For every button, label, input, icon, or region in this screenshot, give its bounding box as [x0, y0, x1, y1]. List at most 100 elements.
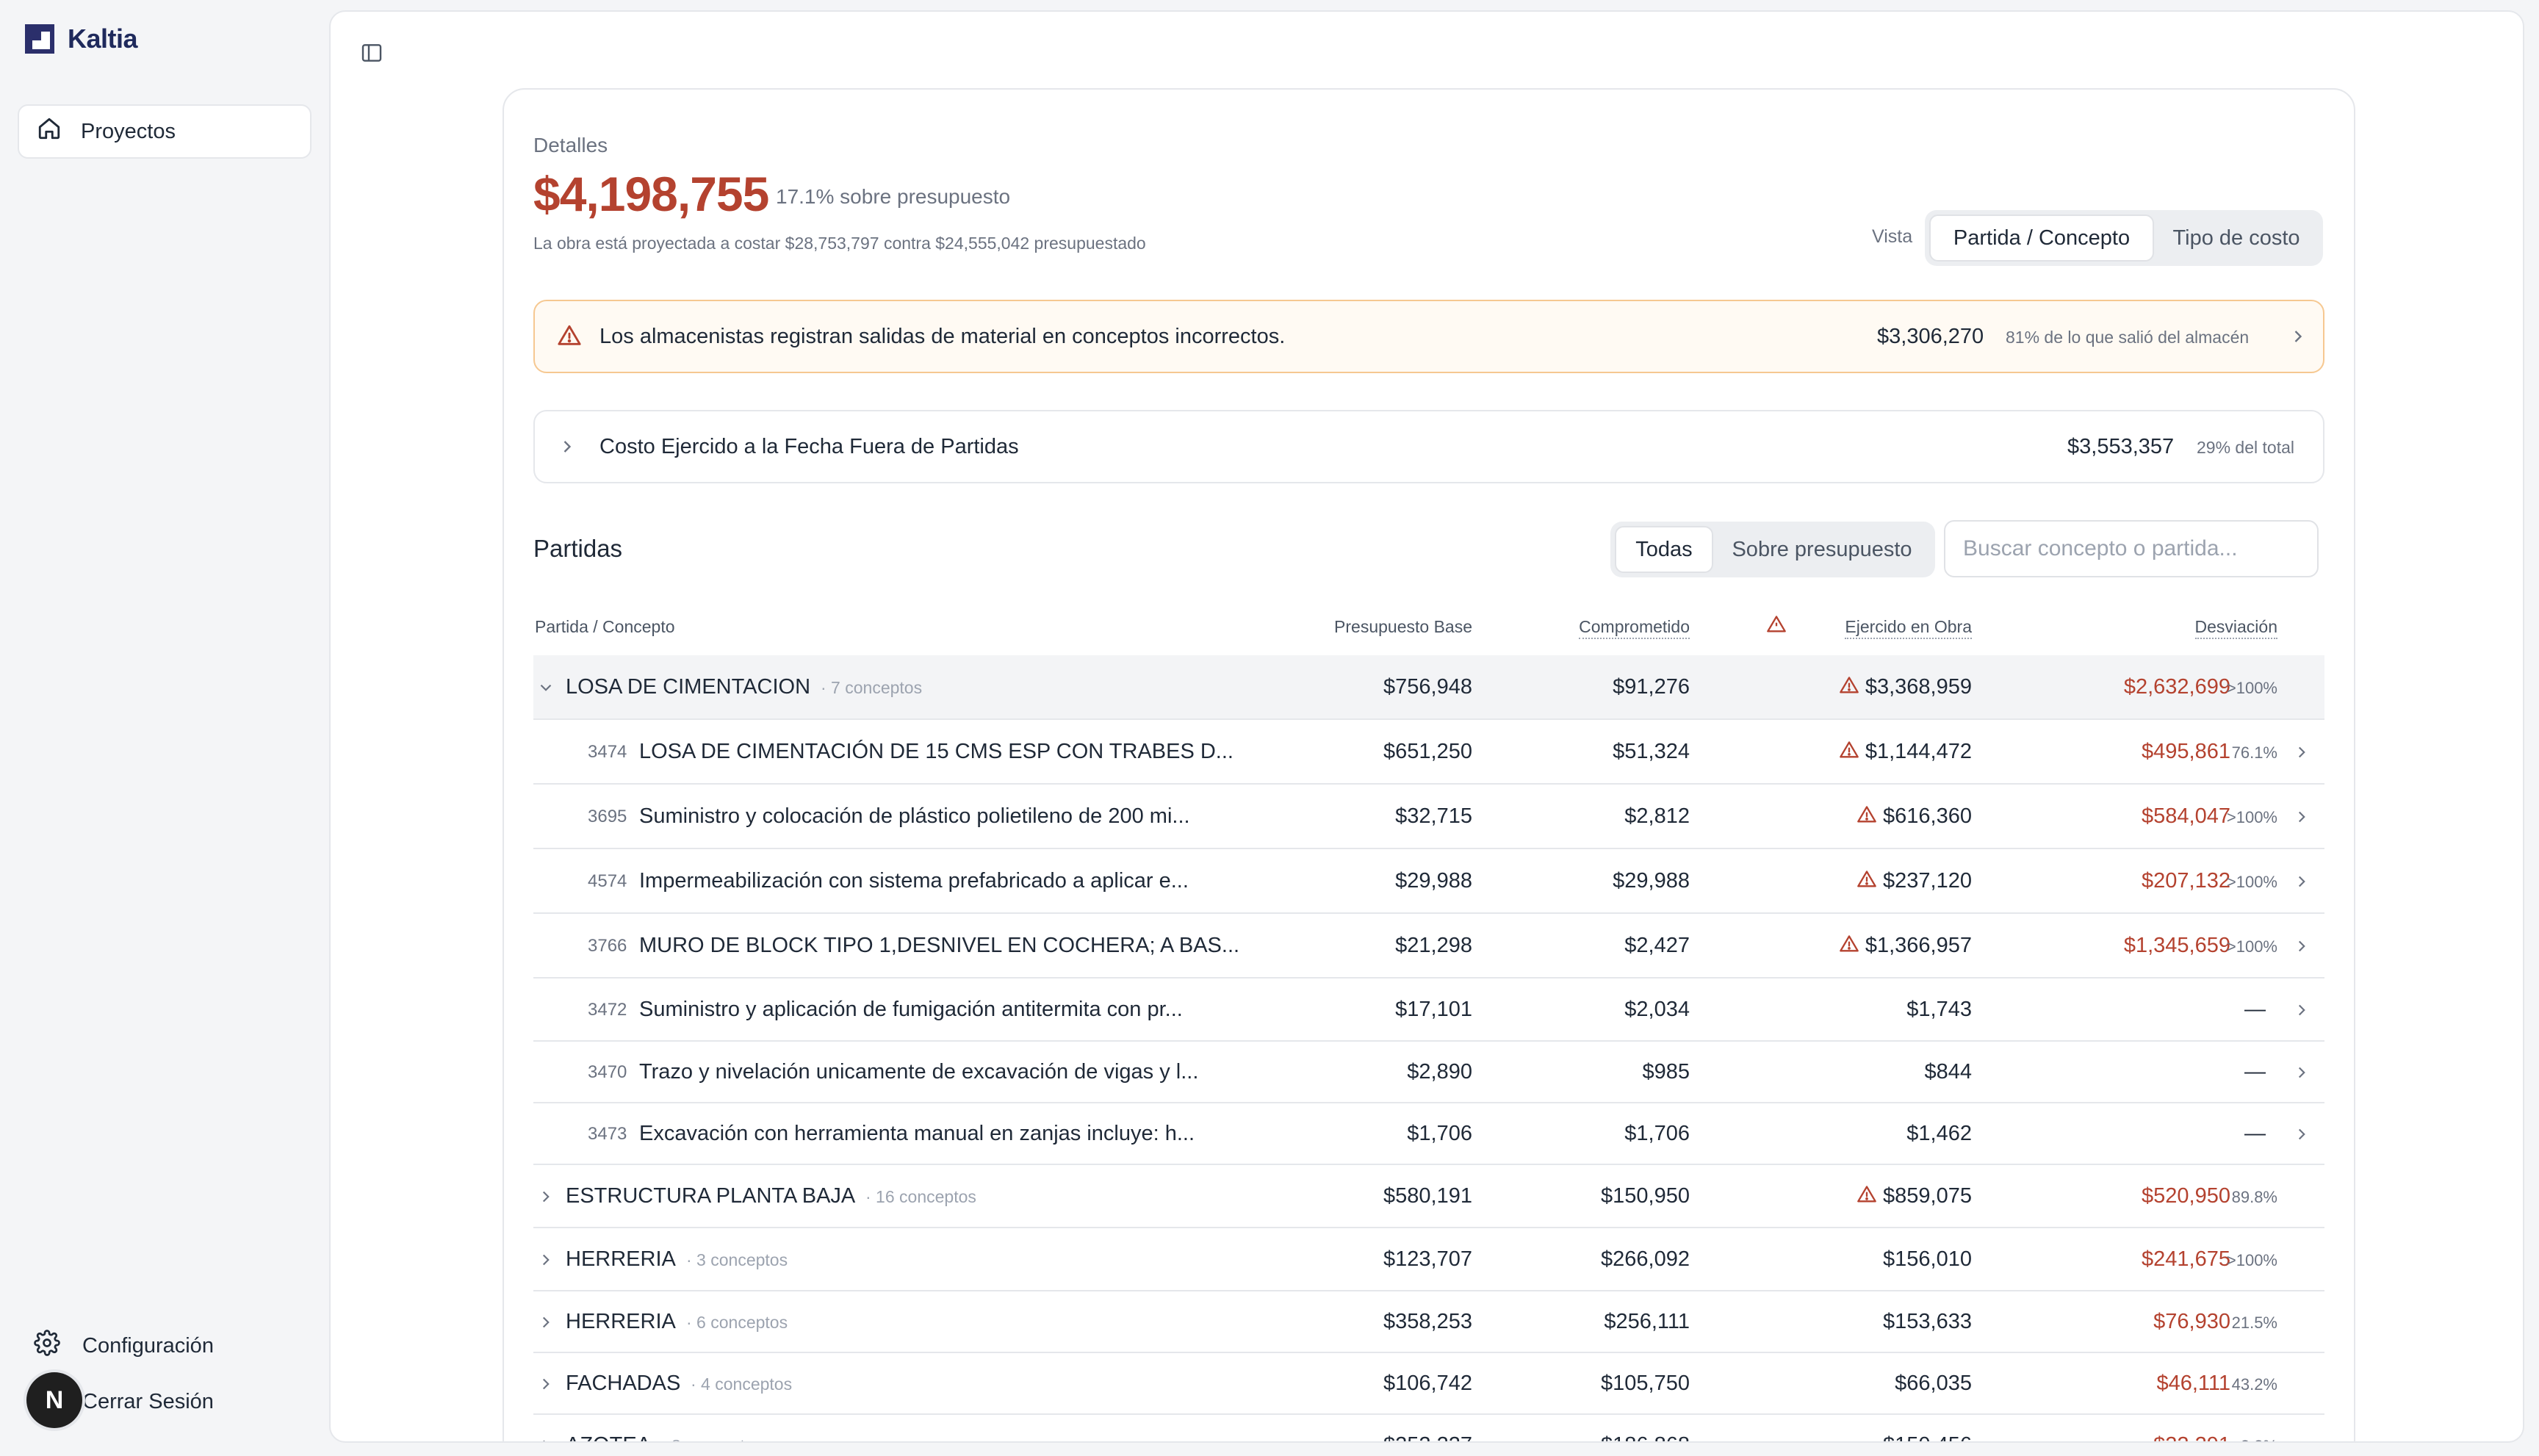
warning-triangle-icon	[1856, 804, 1877, 831]
deviation-value: —	[2244, 1060, 2266, 1084]
col-deviation[interactable]: Desviación	[2194, 617, 2277, 639]
col-concept[interactable]: Partida / Concepto	[535, 617, 675, 636]
sidebar: Kaltia Proyectos Configuración Cerrar Se…	[0, 0, 328, 1456]
deviation-value: $1,345,659	[2123, 934, 2230, 957]
view-option-partida-concepto[interactable]: Partida / Concepto	[1929, 215, 2154, 262]
group-row[interactable]: LOSA DE CIMENTACION · 7 conceptos $756,948…	[533, 655, 2324, 720]
group-row[interactable]: ESTRUCTURA PLANTA BAJA · 16 conceptos $580…	[533, 1165, 2324, 1228]
brand[interactable]: Kaltia	[25, 22, 138, 56]
settings-link[interactable]: Configuración	[34, 1330, 214, 1362]
search-input[interactable]	[1944, 520, 2319, 577]
warning-triangle-icon	[1839, 934, 1859, 960]
table-row[interactable]: 4574 Impermeabilización con sistema prefa…	[533, 849, 2324, 914]
warning-triangle-icon	[1767, 616, 1786, 633]
sidebar-item-label: Proyectos	[81, 119, 176, 143]
group-row[interactable]: FACHADAS · 4 conceptos $106,742 $105,750 $66…	[533, 1353, 2324, 1415]
table-row[interactable]: 3470 Trazo y nivelación unicamente de exc…	[533, 1042, 2324, 1103]
group-name: LOSA DE CIMENTACION	[566, 675, 811, 699]
alert-banner[interactable]: Los almacenistas registran salidas de ma…	[533, 300, 2324, 373]
view-toggle: Partida / Concepto Tipo de costo	[1925, 210, 2323, 266]
executed-value: $616,360	[1856, 804, 1972, 831]
col-committed[interactable]: Comprometido	[1579, 617, 1690, 639]
chevron-right-icon	[2288, 326, 2308, 350]
table-header: Partida / Concepto Presupuesto Base Comp…	[533, 597, 2324, 657]
base-value: $29,988	[1395, 869, 1472, 893]
base-value: $358,253	[1383, 1310, 1472, 1333]
projection-text: La obra está proyectada a costar $28,753…	[533, 234, 1146, 253]
group-count: · 16 conceptos	[865, 1187, 976, 1206]
deviation-value: $207,132	[2142, 869, 2230, 893]
group-row[interactable]: HERRERIA · 6 conceptos $358,253 $256,111 $15…	[533, 1291, 2324, 1353]
committed-value: $2,427	[1624, 934, 1690, 957]
filter-todas[interactable]: Todas	[1615, 526, 1713, 573]
warning-triangle-icon	[1856, 1184, 1877, 1211]
chevron-right-icon[interactable]	[536, 1436, 555, 1441]
chevron-right-icon[interactable]	[536, 1250, 555, 1273]
executed-value: $156,010	[1883, 1247, 1972, 1271]
chevron-right-icon[interactable]	[2292, 1125, 2311, 1147]
concept-code: 3766	[588, 936, 627, 956]
alert-amount: $3,306,270	[1877, 325, 1984, 348]
committed-value: $150,950	[1601, 1184, 1690, 1208]
chevron-right-icon[interactable]	[536, 1313, 555, 1336]
deviation-value: $76,930	[2153, 1310, 2230, 1333]
chevron-right-icon[interactable]	[536, 1187, 555, 1210]
outside-cost-row[interactable]: Costo Ejercido a la Fecha Fuera de Parti…	[533, 410, 2324, 483]
gear-icon	[34, 1330, 60, 1362]
concept-code: 3472	[588, 1000, 627, 1020]
group-count: · 8 conceptos	[661, 1436, 763, 1441]
view-option-tipo-costo[interactable]: Tipo de costo	[2172, 226, 2300, 250]
executed-value: $66,035	[1895, 1372, 1972, 1395]
base-value: $651,250	[1383, 740, 1472, 763]
outside-cost-amount: $3,553,357	[2067, 435, 2175, 458]
table-row[interactable]: 3766 MURO DE BLOCK TIPO 1,DESNIVEL EN COC…	[533, 914, 2324, 979]
base-value: $21,298	[1395, 934, 1472, 957]
chevron-right-icon[interactable]	[2292, 1001, 2311, 1023]
kaltia-logo-icon	[25, 24, 54, 54]
brand-name: Kaltia	[68, 24, 138, 54]
deviation-pct: >100%	[2226, 808, 2277, 826]
group-count: · 6 conceptos	[686, 1313, 788, 1332]
base-value: $2,890	[1407, 1060, 1472, 1084]
sidebar-item-proyectos[interactable]: Proyectos	[18, 104, 311, 159]
table-row[interactable]: 3474 LOSA DE CIMENTACIÓN DE 15 CMS ESP CO…	[533, 720, 2324, 785]
warning-triangle-icon	[557, 323, 582, 352]
alert-message: Los almacenistas registran salidas de ma…	[599, 325, 1286, 348]
chevron-right-icon[interactable]	[2292, 872, 2311, 895]
sidebar-toggle-icon[interactable]	[360, 41, 383, 68]
committed-value: $51,324	[1613, 740, 1690, 763]
chevron-down-icon[interactable]	[536, 678, 555, 701]
deviation-pct: 89.8%	[2231, 1188, 2277, 1206]
chevron-right-icon[interactable]	[2292, 807, 2311, 830]
chevron-right-icon[interactable]	[2292, 1063, 2311, 1086]
table-row[interactable]: 3473 Excavación con herramienta manual en…	[533, 1103, 2324, 1165]
partidas-title: Partidas	[533, 535, 623, 562]
avatar[interactable]: N	[26, 1372, 82, 1428]
base-value: $252,227	[1383, 1433, 1472, 1441]
deviation-pct: >100%	[2226, 679, 2277, 697]
chevron-right-icon[interactable]	[536, 1374, 555, 1397]
chevron-right-icon[interactable]	[2292, 743, 2311, 765]
base-value: $123,707	[1383, 1247, 1472, 1271]
executed-value: $150,456	[1883, 1433, 1972, 1441]
concept-code: 4574	[588, 871, 627, 891]
chevron-right-icon[interactable]	[2292, 937, 2311, 959]
concept-name: MURO DE BLOCK TIPO 1,DESNIVEL EN COCHERA…	[639, 934, 1240, 957]
concept-code: 3473	[588, 1124, 627, 1144]
outside-cost-note: 29% del total	[2197, 438, 2294, 457]
warning-triangle-icon	[1839, 675, 1859, 702]
group-name: HERRERIA	[566, 1310, 676, 1333]
logout-link[interactable]: Cerrar Sesión	[82, 1390, 214, 1414]
filter-sobre-presupuesto[interactable]: Sobre presupuesto	[1732, 537, 1912, 561]
table-row[interactable]: 3472 Suministro y aplicación de fumigació…	[533, 979, 2324, 1042]
concept-name: Trazo y nivelación unicamente de excavac…	[639, 1060, 1199, 1084]
group-row[interactable]: AZOTEA · 8 conceptos $252,227 $186,868 $150,…	[533, 1415, 2324, 1441]
settings-label: Configuración	[82, 1333, 214, 1358]
col-executed[interactable]: Ejercido en Obra	[1845, 617, 1972, 639]
table-row[interactable]: 3695 Suministro y colocación de plástico …	[533, 785, 2324, 849]
over-budget-text: 17.1% sobre presupuesto	[776, 185, 1011, 208]
group-row[interactable]: HERRERIA · 3 conceptos $123,707 $266,092 $15…	[533, 1228, 2324, 1291]
col-base[interactable]: Presupuesto Base	[1334, 617, 1472, 636]
chevron-right-icon	[557, 436, 577, 461]
main-panel: Detalles $4,198,755 17.1% sobre presupue…	[329, 10, 2524, 1443]
